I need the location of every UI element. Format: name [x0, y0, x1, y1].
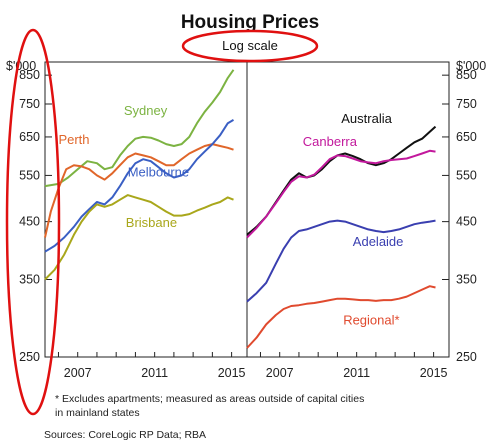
- y-axis-highlight-ellipse: [5, 28, 61, 416]
- series-line-canberra: [246, 149, 436, 239]
- y-tick-label-right: 750: [456, 97, 477, 111]
- footnote-line-1: * Excludes apartments; measured as areas…: [55, 393, 364, 405]
- y-tick-label-right: 250: [456, 350, 477, 364]
- series-line-perth: [44, 143, 234, 238]
- series-labels: Sydney Perth Melbourne Brisbane Australia Can…: [58, 103, 403, 327]
- x-tick-label-right: 2011: [343, 366, 370, 380]
- y-tick-label-left: 250: [19, 350, 40, 364]
- x-tick-label-right: 2007: [266, 366, 294, 380]
- series-label: Brisbane: [126, 215, 177, 230]
- series-label: Adelaide: [353, 234, 404, 249]
- x-tick-label-left: 2015: [218, 366, 246, 380]
- y-tick-label-right: 350: [456, 273, 477, 287]
- series-label: Regional*: [343, 312, 399, 327]
- subtitle-highlight-ellipse: [181, 29, 319, 63]
- y-tick-label-left: 350: [19, 273, 40, 287]
- series-label: Sydney: [124, 103, 168, 118]
- x-axis-ticks: 2007 2011 2015 2007 2011 2015: [57, 352, 448, 380]
- y-tick-label-right: 650: [456, 130, 477, 144]
- series-label: Canberra: [303, 134, 358, 149]
- series-line-brisbane: [44, 194, 234, 281]
- y-tick-label-right: 550: [456, 168, 477, 182]
- series-label: Perth: [58, 132, 89, 147]
- y-unit-right: $'000: [456, 59, 486, 73]
- y-axis-ticks: 250 250 350 350 450 450 550 550 650 650 750 750 850 8…: [19, 68, 477, 364]
- series-line-regional: [246, 285, 436, 349]
- x-tick-label-right: 2015: [420, 366, 448, 380]
- series-line-sydney: [44, 69, 235, 188]
- chart-subtitle: Log scale: [222, 38, 278, 53]
- series-lines: [44, 69, 437, 349]
- series-line-melbourne: [44, 119, 235, 253]
- series-line-adelaide: [246, 219, 436, 303]
- series-label: Melbourne: [128, 164, 189, 179]
- y-tick-label-left: 550: [19, 168, 40, 182]
- sources-note: Sources: CoreLogic RP Data; RBA: [44, 429, 206, 441]
- chart-title: Housing Prices: [181, 12, 319, 33]
- y-tick-label-left: 750: [19, 97, 40, 111]
- x-tick-label-left: 2007: [64, 366, 92, 380]
- y-tick-label-left: 450: [19, 215, 40, 229]
- y-tick-label-right: 450: [456, 215, 477, 229]
- y-tick-label-left: 850: [19, 68, 40, 82]
- x-tick-label-left: 2011: [141, 366, 168, 380]
- y-tick-label-right: 850: [456, 68, 477, 82]
- series-label: Australia: [341, 111, 392, 126]
- y-tick-label-left: 650: [19, 130, 40, 144]
- footnote-line-2: in mainland states: [55, 407, 140, 419]
- y-unit-left: $'000: [6, 59, 36, 73]
